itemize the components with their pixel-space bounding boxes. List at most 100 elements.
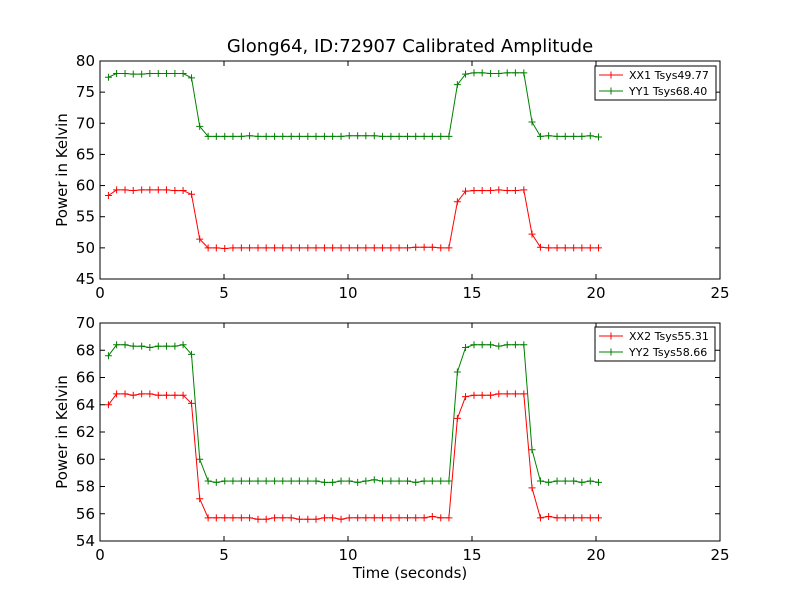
top-plot: 0 5 10 15 20 25 45 50 55 60 65 70 75 80 Power in Kelvi… [53,52,730,302]
data-point [370,514,378,522]
data-point [204,132,212,140]
data-point [162,342,170,350]
data-point [254,244,262,252]
x-tick-label: 0 [95,546,105,564]
data-point [320,514,328,522]
data-point [387,132,395,140]
data-point [478,187,486,195]
data-point [594,133,602,141]
legend-label: YY1 Tsys68.40 [628,85,707,98]
data-point [254,132,262,140]
data-point [287,132,295,140]
data-point [345,477,353,485]
data-point [586,132,594,140]
data-point [495,69,503,77]
x-tick-label: 15 [462,284,481,302]
data-point [113,69,121,77]
data-point [271,514,279,522]
data-point [196,495,204,503]
data-point [470,341,478,349]
y-axis-label: Power in Kelvin [53,113,71,227]
data-point [387,477,395,485]
data-point [453,414,461,422]
y-tick-label: 65 [76,145,95,163]
data-point [312,515,320,523]
data-point [246,132,254,140]
data-point [378,244,386,252]
data-point [162,391,170,399]
data-point [221,514,229,522]
data-point [404,514,412,522]
data-point [229,244,237,252]
y-tick-label: 55 [76,208,95,226]
data-point [337,132,345,140]
data-point [462,393,470,401]
data-point [594,478,602,486]
data-point [395,514,403,522]
data-point [437,244,445,252]
y-tick-label: 58 [76,478,95,496]
data-point [445,244,453,252]
data-point [146,390,154,398]
data-point [420,132,428,140]
legend-marker [607,87,615,95]
data-point [171,187,179,195]
data-point [146,344,154,352]
data-point [129,187,137,195]
data-point [204,514,212,522]
data-point [246,477,254,485]
legend-label: XX2 Tsys55.31 [629,330,709,343]
data-point [271,132,279,140]
data-point [146,186,154,194]
data-point [520,341,528,349]
series-xx1 [104,186,602,252]
data-point [445,514,453,522]
data-point [570,477,578,485]
data-point [188,74,196,82]
data-point [420,477,428,485]
data-point [412,514,420,522]
data-point [520,390,528,398]
series-yy1 [104,69,602,141]
data-point [378,514,386,522]
data-point [387,244,395,252]
data-point [271,244,279,252]
data-point [354,132,362,140]
data-point [470,187,478,195]
data-point [121,341,129,349]
y-axis-label: Power in Kelvin [53,375,71,489]
data-point [528,118,536,126]
x-tick-label: 0 [95,284,105,302]
x-tick-label: 20 [586,284,605,302]
data-point [179,391,187,399]
data-point [129,70,137,78]
data-point [478,341,486,349]
data-point [378,132,386,140]
data-point [462,187,470,195]
data-point [462,70,470,78]
data-point [553,132,561,140]
data-point [370,244,378,252]
data-point [470,69,478,77]
data-point [545,244,553,252]
x-tick-label: 10 [338,284,357,302]
data-point [503,341,511,349]
data-point [437,132,445,140]
data-point [337,515,345,523]
data-point [113,390,121,398]
y-tick-label: 60 [76,177,95,195]
data-point [395,132,403,140]
data-point [295,477,303,485]
data-point [329,132,337,140]
data-point [453,368,461,376]
data-point [312,244,320,252]
data-point [154,69,162,77]
data-point [171,391,179,399]
data-point [487,69,495,77]
y-tick-label: 70 [76,314,95,332]
data-point [113,341,121,349]
data-point [578,132,586,140]
data-point [279,132,287,140]
data-point [545,132,553,140]
x-axis-label: Time (seconds) [352,564,468,582]
